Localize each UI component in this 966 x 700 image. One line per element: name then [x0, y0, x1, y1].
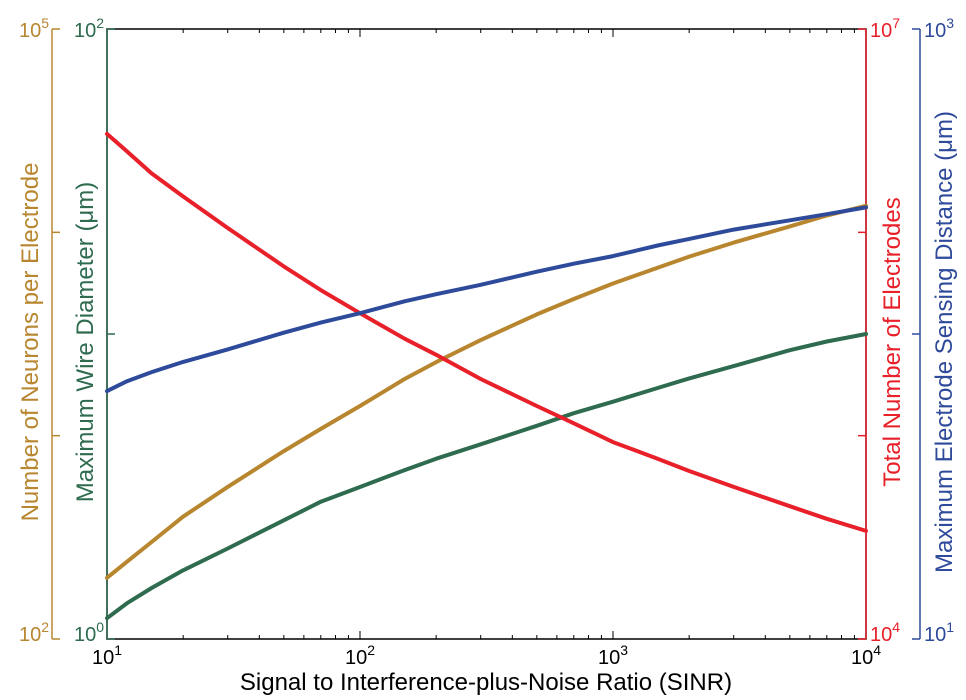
electrodes-y-tick-label: 104	[870, 619, 900, 646]
wire-series-line	[105, 332, 868, 621]
x-axis-label: Signal to Interference-plus-Noise Ratio …	[240, 669, 732, 696]
wire-y-axis	[106, 28, 115, 640]
neurons-axis-label: Number of Neurons per Electrode	[17, 163, 44, 522]
neurons-y-tick-label: 102	[19, 619, 49, 646]
axes-frame	[51, 28, 921, 640]
neurons-y-axis	[51, 28, 60, 640]
sensing-distance-axis-label: Maximum Electrode Sensing Distance (μm)	[931, 111, 958, 573]
neurons-series-line	[105, 203, 868, 580]
x-tick-label: 102	[345, 642, 375, 669]
neurons-y-tick-label: 105	[19, 15, 49, 42]
electrodes-axis-label: Total Number of Electrodes	[879, 197, 906, 486]
x-tick-label: 101	[92, 642, 122, 669]
series-lines	[105, 131, 868, 621]
plot-frame	[106, 28, 867, 640]
sensing-y-tick-label: 101	[924, 619, 954, 646]
wire-y-tick-label: 100	[74, 619, 104, 646]
x-tick-label: 104	[851, 642, 881, 669]
x-tick-label: 103	[598, 642, 628, 669]
sensing-y-tick-label: 103	[924, 15, 954, 42]
electrodes-series-line	[105, 131, 868, 533]
tick-labels: 101 102 103 104 102 105 100 102 104 107 101 103	[19, 15, 954, 669]
sensing-y-axis	[912, 28, 921, 640]
sensing-series-line	[105, 205, 868, 394]
wire-diameter-axis-label: Maximum Wire Diameter (μm)	[72, 182, 99, 503]
electrodes-y-tick-label: 107	[870, 15, 900, 42]
wire-y-tick-label: 102	[74, 15, 104, 42]
